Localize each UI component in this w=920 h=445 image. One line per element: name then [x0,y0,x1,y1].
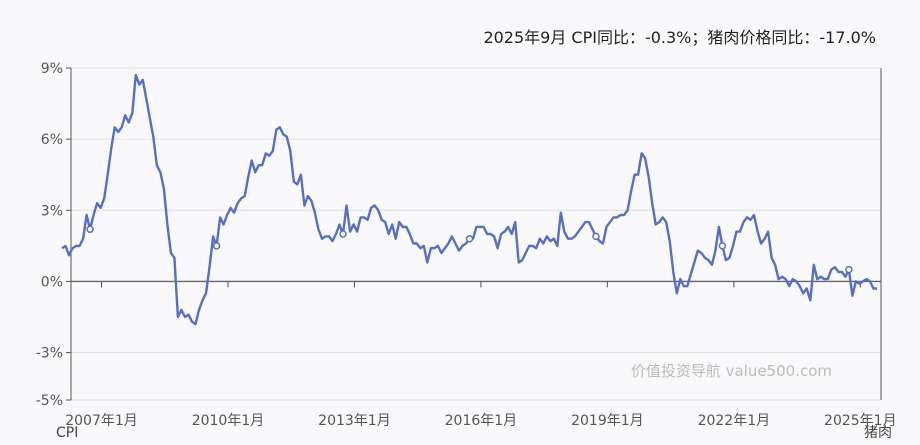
series-marker [845,265,853,274]
x-axis-label: CPI [56,425,78,441]
series-marker [212,242,221,250]
series-markers [86,225,853,274]
y-tick-label: 6% [41,132,63,148]
cpi-series-line [61,73,877,326]
right-axis-label: 猪肉 [864,425,892,441]
series-marker [339,230,347,238]
x-tick-label: 2016年1月 [445,413,518,429]
x-tick-label: 2022年1月 [698,413,771,429]
y-tick-label: -3% [36,346,63,362]
watermark: 价值投资导航 value500.com [631,362,832,380]
x-tick-label: 2013年1月 [318,413,391,429]
x-axis-ticks: 2007年1月 2010年1月 2013年1月 2016年1月 2019年1月 2022年… [65,281,897,429]
series-marker [465,234,474,243]
x-tick-label: 2019年1月 [571,413,644,429]
x-tick-label: 2007年1月 [65,413,138,429]
series-marker [718,242,727,250]
y-tick-label: 3% [41,203,63,219]
y-tick-label: 0% [41,274,63,290]
y-axis-ticks: -5% -3% 0% 3% 6% 9% [36,61,71,409]
y-tick-label: 9% [41,61,63,77]
grid-lines [71,67,881,401]
series-marker [86,225,94,234]
x-tick-label: 2010年1月 [192,413,265,429]
series-marker [592,232,600,241]
x-tick-label: 2025年1月 [824,413,897,429]
chart-summary: 2025年9月 CPI同比：-0.3%；猪肉价格同比：-17.0% [483,28,876,47]
y-tick-label: -5% [36,393,63,409]
